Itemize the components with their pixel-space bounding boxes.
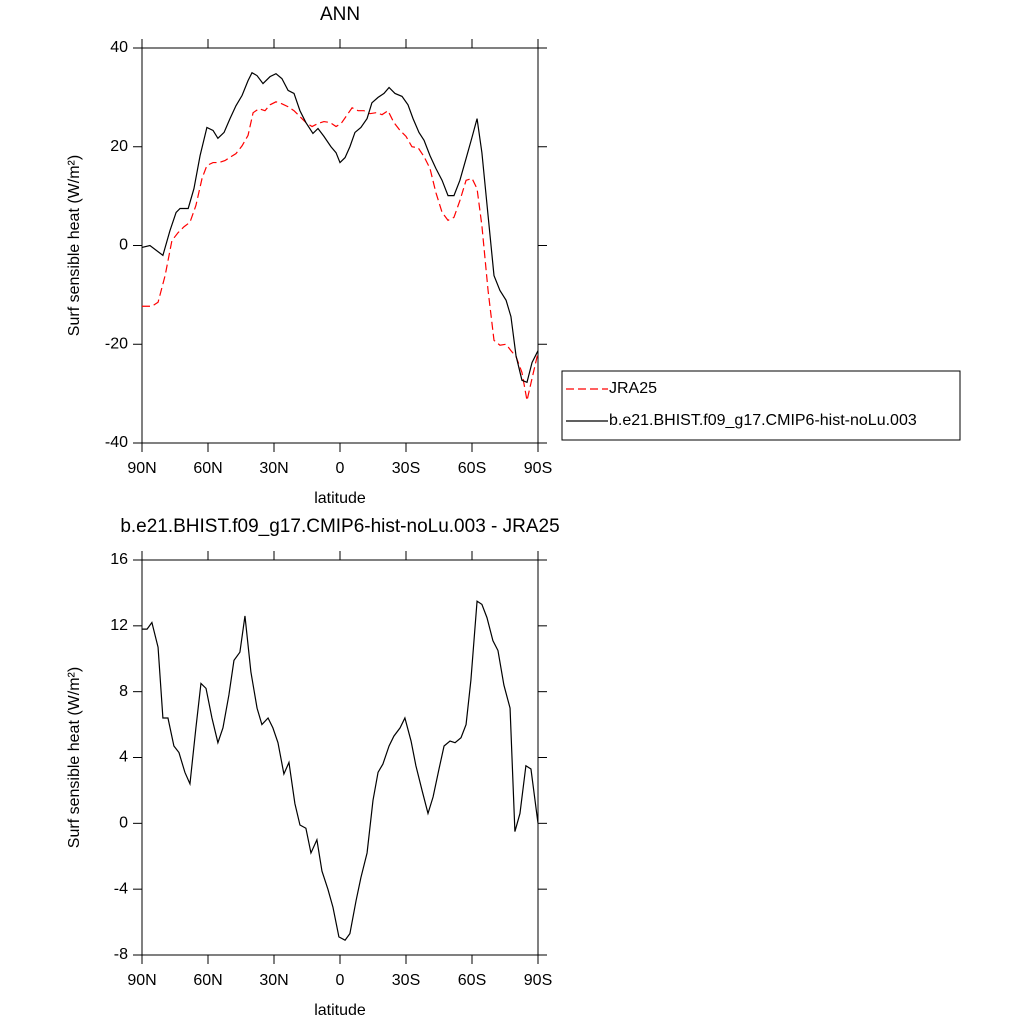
x-tick-label: 90S <box>524 460 552 477</box>
data-line <box>141 71 539 384</box>
y-axis-label: Surf sensible heat (W/m²) <box>66 667 83 848</box>
x-tick-label: 90N <box>127 972 156 989</box>
y-tick-label: 8 <box>119 683 128 700</box>
data-line <box>142 600 539 941</box>
legend-label: b.e21.BHIST.f09_g17.CMIP6-hist-noLu.003 <box>609 412 917 429</box>
x-tick-label: 60N <box>193 460 222 477</box>
x-tick-label: 90N <box>127 460 156 477</box>
y-tick-label: 16 <box>110 551 128 568</box>
x-tick-label: 90S <box>524 972 552 989</box>
y-tick-label: 0 <box>119 237 128 254</box>
x-tick-label: 30N <box>259 972 288 989</box>
legend-label: JRA25 <box>609 380 657 397</box>
y-tick-label: 20 <box>110 138 128 155</box>
y-tick-label: 0 <box>119 815 128 832</box>
x-tick-label: 60N <box>193 972 222 989</box>
y-tick-label: -8 <box>114 946 128 963</box>
x-tick-label: 60S <box>458 972 486 989</box>
x-tick-label: 30S <box>392 460 420 477</box>
panel: b.e21.BHIST.f09_g17.CMIP6-hist-noLu.003 … <box>66 516 559 1019</box>
legend-box <box>561 370 961 441</box>
x-tick-label: 60S <box>458 460 486 477</box>
y-tick-label: 12 <box>110 617 128 634</box>
y-tick-label: 4 <box>119 749 128 766</box>
x-tick-label: 30S <box>392 972 420 989</box>
y-tick-label: 40 <box>110 39 128 56</box>
y-tick-label: -4 <box>114 880 128 897</box>
x-tick-label: 0 <box>336 460 345 477</box>
y-axis-label: Surf sensible heat (W/m²) <box>66 155 83 336</box>
chart-title: b.e21.BHIST.f09_g17.CMIP6-hist-noLu.003 … <box>120 516 559 537</box>
y-tick-label: -40 <box>105 434 128 451</box>
plot-frame <box>141 559 539 956</box>
y-tick-label: -20 <box>105 335 128 352</box>
x-axis-label: latitude <box>314 1002 366 1019</box>
panel: ANN -40 -20 0 20 40 90N 60N 30N 0 30S 60S 90S latitud… <box>66 4 961 507</box>
plot-frame <box>141 47 539 444</box>
chart-title: ANN <box>320 4 360 25</box>
x-tick-label: 0 <box>336 972 345 989</box>
x-axis-label: latitude <box>314 490 366 507</box>
data-line <box>142 101 539 401</box>
x-tick-label: 30N <box>259 460 288 477</box>
